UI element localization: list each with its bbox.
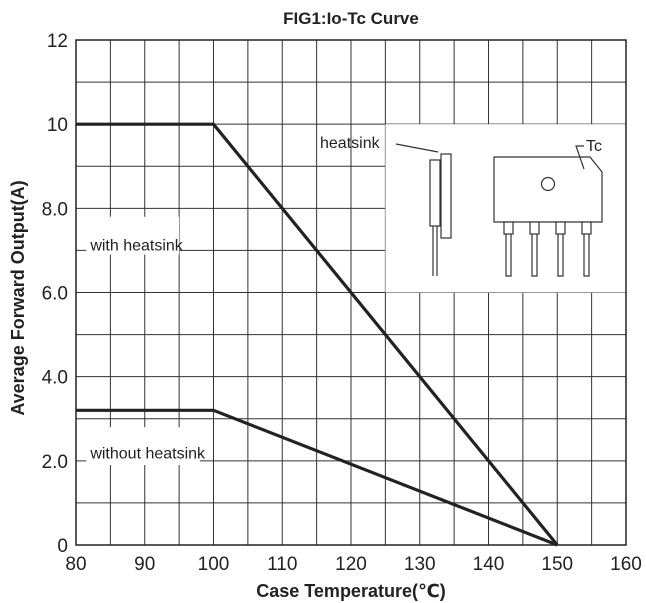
- heatsink-label: heatsink: [320, 135, 381, 152]
- y-tick-label: 6.0: [42, 284, 68, 305]
- with-heatsink-label-background: [86, 216, 180, 255]
- annotation-with-heatsink: with heatsink: [89, 237, 183, 254]
- y-tick-label: 12: [47, 31, 68, 52]
- x-tick-label: 130: [404, 554, 436, 575]
- series-line-1: [76, 122, 559, 547]
- x-tick-label: 110: [267, 554, 297, 575]
- x-tick-label: 160: [610, 554, 642, 575]
- series-line-2: [76, 408, 558, 547]
- y-axis-label: Average Forward Output(A): [8, 180, 28, 415]
- y-tick-label: 10: [47, 115, 68, 136]
- x-tick-label: 140: [473, 554, 505, 575]
- package-illustration: heatsink Tc: [320, 135, 603, 277]
- y-tick-label: 2.0: [42, 452, 68, 473]
- tc-label: Tc: [586, 138, 602, 155]
- x-tick-label: 150: [541, 554, 573, 575]
- x-tick-label: 90: [134, 554, 155, 575]
- side-view-icon: [429, 153, 452, 276]
- front-view-icon: [493, 156, 603, 277]
- x-tick-labels: 80 90 100 110 120 130 140 150 160: [65, 554, 641, 575]
- plot-frame: [75, 39, 627, 546]
- y-tick-label: 4.0: [42, 368, 68, 389]
- chart-title: FIG1:Io-Tc Curve: [283, 9, 419, 28]
- y-tick-labels: 0 2.0 4.0 6.0 8.0 10 12: [42, 31, 68, 557]
- y-tick-label: 8.0: [42, 199, 68, 220]
- heatsink-leader-line: [395, 143, 439, 153]
- y-tick-label: 0: [57, 536, 68, 557]
- tc-leader-line: [575, 145, 585, 170]
- x-axis-label: Case Temperature(℃): [256, 581, 446, 601]
- series-group: [76, 122, 559, 547]
- annotation-without-heatsink: without heatsink: [89, 446, 206, 463]
- x-tick-label: 100: [198, 554, 230, 575]
- without-heatsink-label-background: [86, 427, 200, 466]
- x-tick-label: 80: [65, 554, 86, 575]
- x-tick-label: 120: [335, 554, 367, 575]
